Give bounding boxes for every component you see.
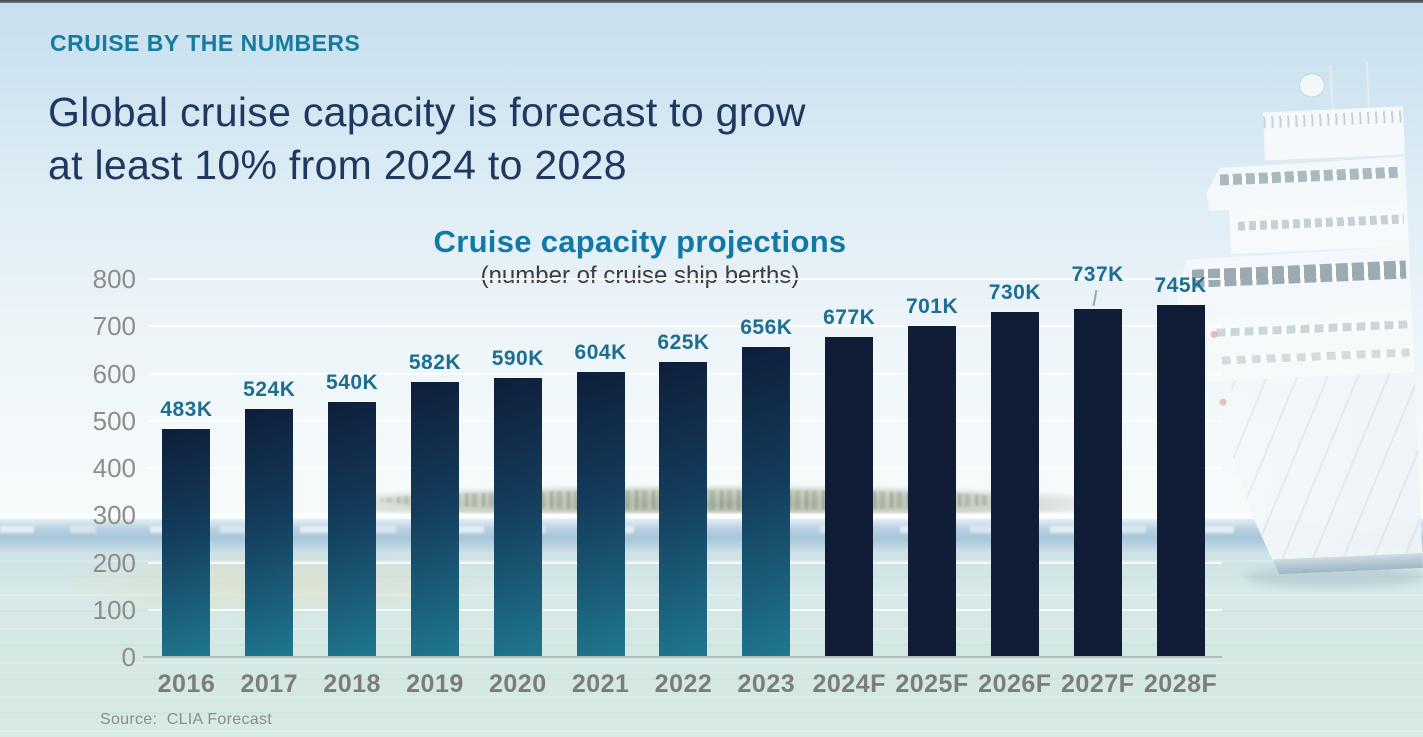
ship-window-row [1216, 320, 1409, 337]
bar-value-label-2018: 540K [326, 370, 379, 394]
bar-group-2028F: 745K [1139, 274, 1222, 657]
bar-value-label-2023: 656K [740, 316, 793, 340]
bar-group-2023: 656K [725, 279, 808, 657]
x-axis-label-2023: 2023 [737, 670, 796, 698]
bar-group-2024F: 677K [808, 279, 891, 657]
bar-2017 [245, 409, 294, 657]
y-axis-tick-label-100: 100 [92, 594, 136, 625]
bar-group-2021: 604K [559, 279, 642, 657]
y-axis-tick-label-600: 600 [92, 358, 136, 389]
bar-value-label-2022: 625K [657, 330, 710, 354]
chart-subtitle: (number of cruise ship berths) [480, 262, 800, 289]
ship-radar-dome [1299, 73, 1325, 97]
slide-kicker: CRUISE BY THE NUMBERS [50, 30, 361, 56]
bar-group-2020: 590K [476, 279, 559, 657]
x-axis-label-2027F: 2027F [1061, 670, 1135, 698]
bar-group-2027F: 737K [1056, 263, 1139, 657]
x-axis: 2016 2017 2018 2019 2020 2021 2022 2023 2024F 202… [145, 670, 1222, 702]
bar-2026F [990, 312, 1039, 657]
ship-mast [1328, 65, 1335, 114]
x-axis-label-2024F: 2024F [812, 670, 886, 698]
bar-2018 [328, 401, 377, 657]
bar-2025F [908, 325, 957, 657]
slide-headline: Global cruise capacity is forecast to gr… [48, 86, 806, 192]
bar-value-label-2028F: 745K [1154, 274, 1207, 297]
bar-group-2022: 625K [642, 279, 725, 657]
x-axis-label-2016: 2016 [157, 670, 216, 698]
bar-value-label-2027F: 737K [1071, 262, 1124, 286]
y-axis-tick-label-700: 700 [92, 311, 136, 342]
bar-value-label-2019: 582K [408, 351, 462, 375]
x-axis-label-2028F: 2028F [1143, 670, 1218, 698]
gridline-700 [148, 325, 1222, 328]
bar-2022 [659, 361, 708, 657]
x-axis-label-2020: 2020 [488, 670, 547, 698]
bar-2019 [410, 382, 459, 657]
source-note: Source: CLIA Forecast [100, 711, 273, 728]
island-trees-texture [380, 490, 1040, 510]
label-leader-line [1092, 289, 1098, 306]
y-axis-tick-label-200: 200 [92, 547, 136, 578]
bar-2027F [1073, 308, 1122, 657]
x-axis-label-2019: 2019 [406, 670, 464, 698]
y-axis-tick-label-300: 300 [92, 500, 136, 531]
bar-group-2025F: 701K [891, 279, 974, 657]
x-axis-label-2017: 2017 [240, 670, 299, 698]
wave-foam [0, 526, 1423, 533]
y-axis-tick-label-500: 500 [92, 405, 136, 436]
gridline-800 [148, 278, 1222, 280]
bar-value-label-2017: 524K [243, 378, 296, 402]
y-axis-tick-label-400: 400 [92, 453, 136, 483]
bar-2020 [493, 378, 542, 657]
ship-railing [1263, 110, 1404, 129]
ship-window-row [1221, 348, 1410, 365]
bar-group-2018: 540K [311, 279, 394, 657]
headline-line-1: Global cruise capacity is forecast to gr… [48, 89, 806, 135]
chart-plot: 483K 524K 540K 582K 590K 604K 625K 656K 677K 701K… [145, 263, 1222, 657]
bar-value-label-2026F: 730K [988, 281, 1041, 305]
bar-2016 [162, 428, 211, 657]
bar-value-label-2016: 483K [160, 397, 213, 421]
x-axis-label-2022: 2022 [654, 670, 713, 698]
bar-value-label-2021: 604K [574, 340, 627, 364]
ship-window-row [1220, 167, 1400, 186]
chart-header: Cruise capacity projections (number of c… [145, 224, 1135, 290]
x-axis-label-2021: 2021 [571, 670, 630, 698]
ship-window-row [1237, 214, 1404, 231]
bar-group-2016: 483K [145, 279, 228, 657]
x-axis-label-2018: 2018 [323, 670, 381, 698]
bar-2024F [825, 337, 874, 657]
ship-lower-deck-band [1205, 310, 1415, 382]
bar-2023 [742, 347, 791, 657]
x-axis-baseline [143, 656, 1222, 658]
ship-top-deck [1262, 106, 1406, 163]
top-border-line [0, 0, 1423, 3]
bar-group-2026F: 730K [973, 279, 1056, 657]
x-axis-label-2026F: 2026F [978, 670, 1052, 698]
bar-2028F [1156, 305, 1205, 657]
bar-value-label-2020: 590K [491, 347, 544, 371]
headline-line-2: at least 10% from 2024 to 2028 [48, 142, 627, 188]
chart-title: Cruise capacity projections [433, 224, 847, 259]
y-axis: 800 700 600 500 400 300 200 100 0 [40, 266, 136, 670]
x-axis-label-2025F: 2025F [895, 670, 969, 698]
y-axis-tick-label-0: 0 [121, 642, 136, 672]
y-axis-tick-label-800: 800 [92, 264, 136, 294]
bar-value-label-2025F: 701K [905, 294, 959, 318]
bar-value-label-2024F: 677K [823, 306, 876, 330]
ship-antenna [1365, 61, 1371, 114]
ship-deck-band [1229, 202, 1409, 255]
bar-group-2019: 582K [394, 279, 477, 657]
bar-group-2017: 524K [228, 279, 311, 657]
bar-2021 [576, 371, 625, 657]
